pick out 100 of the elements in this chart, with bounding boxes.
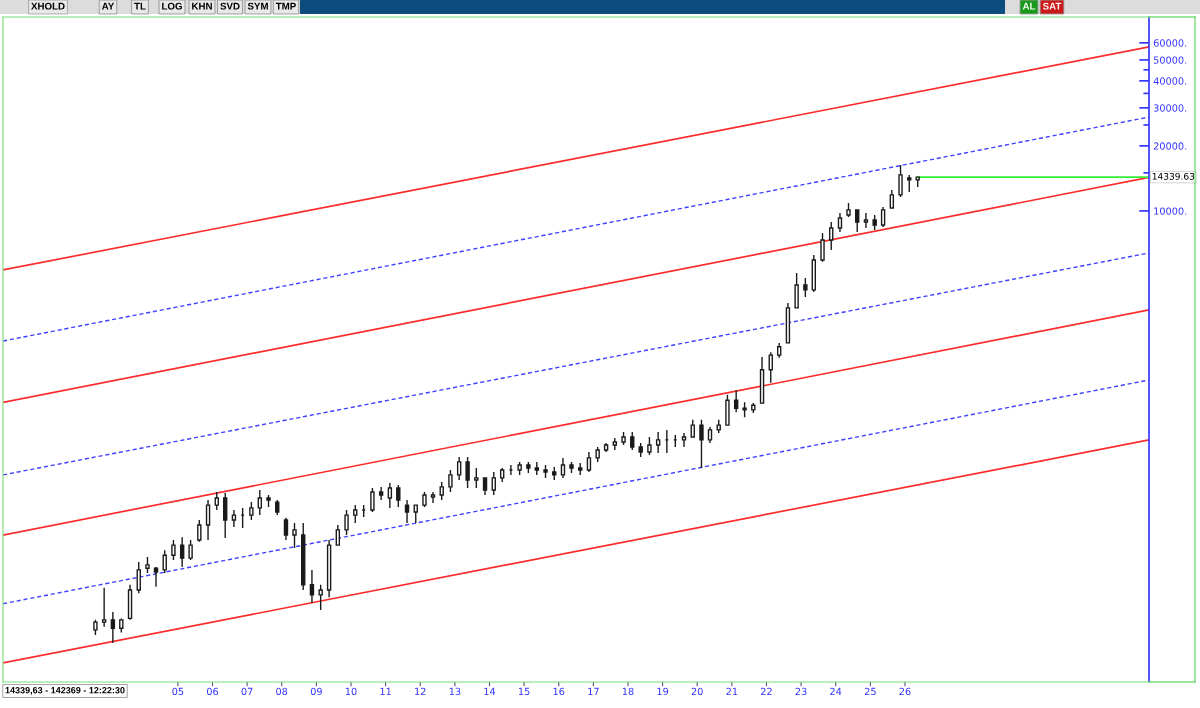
text: TL [134,2,146,10]
y-tick-label: 20000. [1153,142,1187,150]
candlestick [880,206,886,228]
candlestick [222,492,228,539]
candlestick [569,461,574,474]
candlestick [517,461,522,476]
candlestick [785,302,791,344]
candlestick [768,351,773,384]
candlestick [915,176,920,188]
x-tick-label: 23 [795,687,807,696]
candlestick [136,561,141,594]
candlestick [837,212,843,233]
candlestick [370,487,375,513]
candlestick [101,587,107,628]
candlestick [612,437,618,451]
text: AL [1022,2,1036,10]
candlestick [560,457,566,479]
y-tick-label: 40000. [1153,77,1187,85]
candlestick [448,469,453,493]
candlestick [681,432,687,448]
candlestick [266,494,271,508]
x-tick-label: 16 [553,687,565,696]
candlestick [422,491,427,508]
candlestick [171,539,176,561]
x-tick-label: 09 [310,687,322,696]
candlestick [361,504,366,518]
candlestick [292,522,297,549]
candlestick [586,451,592,473]
candlestick [647,436,652,456]
candlestick [595,446,600,463]
candlestick [283,517,289,541]
candlestick [318,584,323,611]
y-tick-label: 60000. [1153,39,1187,47]
x-tick-label: 20 [691,687,703,696]
x-tick-label: 19 [657,687,669,696]
candlestick [145,556,150,574]
candlestick [776,342,782,359]
candlestick [162,549,167,574]
candlestick [534,461,540,476]
candlestick [907,174,912,193]
x-tick-label: 11 [380,687,391,695]
candlestick [153,566,159,588]
candlestick [855,209,860,233]
candlestick [829,221,834,251]
candlestick [110,611,116,644]
x-tick-label: 17 [588,687,599,695]
x-tick-label: 22 [761,687,772,695]
candlestick [93,619,98,636]
x-tick-label: 26 [899,687,911,696]
candlestick [344,509,349,536]
candlestick [707,426,713,444]
x-tick-label: 24 [830,687,842,695]
candlestick [578,462,583,476]
candlestick [491,471,496,496]
candlestick [179,536,185,568]
candlestick [794,272,799,309]
candlestick [751,402,756,414]
candlestick [378,486,384,501]
candlestick [898,164,903,198]
candlestick [430,491,436,504]
x-tick-label: 07 [241,687,253,696]
candlestick [301,522,306,591]
x-tick-label: 21 [726,687,738,695]
x-tick-label: 15 [518,687,530,696]
candlestick [690,419,695,438]
candlestick [257,489,263,516]
text: SAT [1042,2,1062,10]
text: TMP [275,2,296,10]
x-tick-label: 12 [415,687,426,695]
candlestick [716,419,721,434]
x-tick-label: 08 [276,687,288,696]
candlestick [603,442,609,453]
candlestick [387,482,393,509]
x-tick-label: 06 [206,687,219,696]
candlestick [249,501,254,521]
candlestick [456,456,462,481]
candlestick [474,467,479,489]
candlestick [725,394,730,426]
text: 14339,63 - 142369 - 12:22:30 [5,687,125,695]
x-tick-label: 25 [864,687,876,696]
candlestick [673,434,678,448]
candlestick [863,212,869,229]
text: AY [101,2,115,10]
candlestick [197,519,202,543]
x-tick-label: 05 [172,687,184,696]
candlestick [335,524,341,546]
candlestick [552,466,557,481]
candlestick [820,232,825,263]
candlestick [733,389,739,413]
candlestick [404,499,410,524]
candlestick [742,401,747,418]
candlestick [526,461,531,474]
x-tick-label: 14 [484,687,496,695]
candlestick [240,507,245,529]
text: LOG [162,2,182,10]
candlestick [205,499,211,541]
x-tick-label: 13 [449,687,461,696]
chart-title: XHOLD [31,2,65,10]
text: SYM [247,2,268,10]
x-tick-label: 18 [622,687,634,696]
